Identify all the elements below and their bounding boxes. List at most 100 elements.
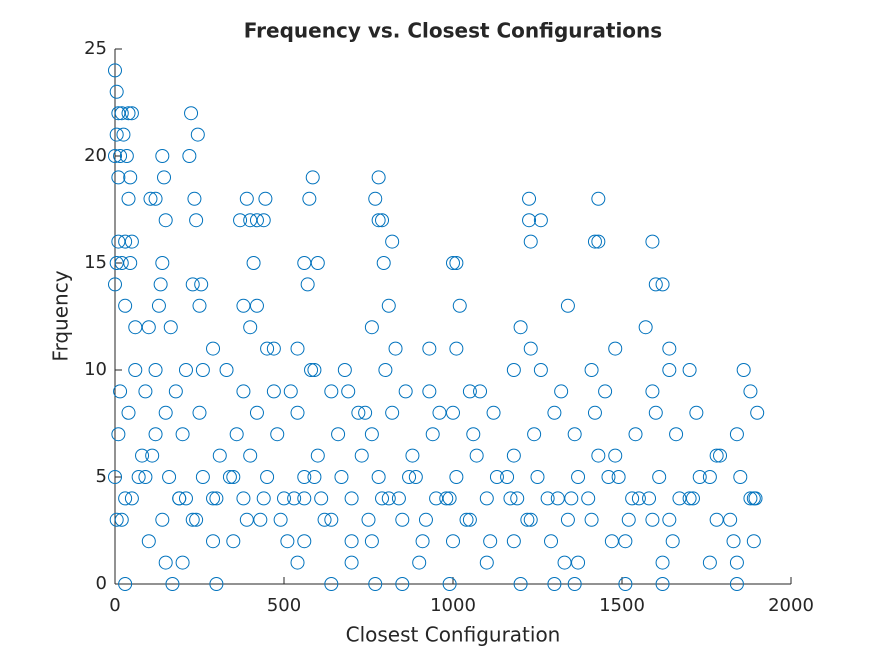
point [729, 555, 744, 570]
point [302, 191, 317, 206]
point [523, 341, 538, 356]
point [655, 555, 670, 570]
point [500, 470, 515, 484]
point [655, 277, 670, 292]
point [178, 491, 193, 506]
point [522, 191, 537, 206]
point [378, 363, 393, 377]
point [662, 363, 677, 377]
point [109, 256, 124, 270]
point [195, 363, 210, 377]
point [733, 470, 748, 484]
point [124, 106, 139, 121]
point [111, 427, 126, 442]
point [256, 491, 271, 506]
point [189, 512, 204, 527]
point [682, 363, 697, 377]
point [662, 341, 677, 356]
point [466, 427, 481, 442]
point [344, 555, 359, 570]
point [121, 405, 136, 420]
point [625, 491, 640, 506]
point [375, 213, 390, 228]
point [376, 256, 391, 270]
point [523, 234, 538, 249]
x-tick-label: 0 [109, 595, 120, 616]
point [533, 363, 548, 377]
point [331, 427, 346, 442]
point [358, 405, 373, 420]
point [587, 234, 602, 249]
point [182, 149, 197, 163]
point [750, 405, 765, 420]
point [305, 170, 320, 185]
point [287, 491, 302, 506]
point [391, 491, 406, 506]
point [148, 191, 163, 206]
point [527, 427, 542, 442]
point [209, 491, 224, 506]
point [145, 448, 160, 463]
point [151, 298, 166, 313]
point [473, 384, 488, 399]
point [249, 298, 264, 313]
point [108, 277, 122, 292]
point [155, 256, 170, 270]
point [222, 470, 237, 484]
point [361, 512, 376, 527]
point [317, 512, 332, 527]
point [178, 363, 193, 377]
point [375, 491, 390, 506]
point [446, 534, 460, 549]
point [449, 256, 464, 270]
point [138, 470, 153, 484]
point [665, 534, 680, 549]
point [354, 448, 369, 463]
point [432, 405, 447, 420]
point [729, 577, 744, 591]
point [314, 491, 329, 506]
point [648, 405, 663, 420]
point [446, 256, 460, 270]
point [581, 491, 596, 506]
point [118, 491, 133, 506]
point [128, 363, 143, 377]
point [185, 512, 200, 527]
point [175, 555, 190, 570]
point [550, 491, 565, 506]
point [489, 470, 504, 484]
point [729, 427, 744, 442]
point [506, 448, 521, 463]
point [135, 448, 150, 463]
point [280, 534, 295, 549]
point [260, 341, 275, 356]
point [449, 341, 464, 356]
chart-title: Frequency vs. Closest Configurations [244, 19, 662, 43]
point [608, 341, 623, 356]
point [118, 234, 133, 249]
point [172, 491, 187, 506]
point [109, 512, 124, 527]
y-tick-label: 15 [84, 252, 107, 273]
point [195, 470, 210, 484]
point [290, 555, 305, 570]
point [462, 512, 477, 527]
point [446, 405, 460, 420]
point [324, 384, 339, 399]
point [381, 298, 396, 313]
point [344, 534, 359, 549]
y-axis-label: Frquency [49, 270, 73, 361]
point [297, 534, 312, 549]
y-tick-label: 0 [96, 573, 107, 594]
point [290, 341, 305, 356]
x-axis-label: Closest Configuration [346, 623, 561, 647]
point [584, 363, 599, 377]
point [669, 427, 684, 442]
point [547, 577, 562, 591]
point [283, 384, 298, 399]
point [233, 213, 248, 228]
point [128, 320, 143, 335]
point [449, 470, 464, 484]
point [168, 384, 183, 399]
point [702, 555, 717, 570]
